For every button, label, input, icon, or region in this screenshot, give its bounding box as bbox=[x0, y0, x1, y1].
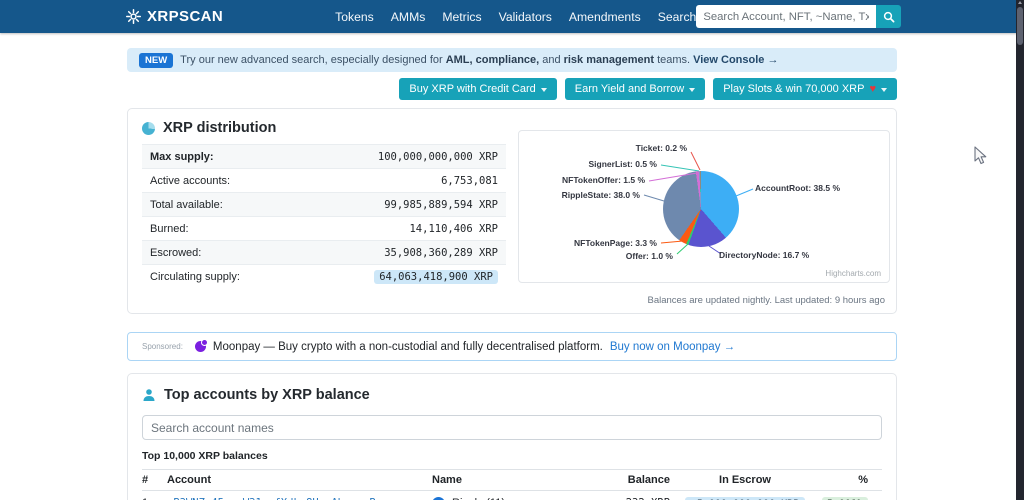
banner-text: Try our new advanced search, especially … bbox=[180, 54, 443, 66]
chevron-down-icon bbox=[541, 88, 547, 92]
promo-actions: Buy XRP with Credit Card Earn Yield and … bbox=[127, 78, 897, 100]
pie-chart-icon bbox=[142, 122, 155, 135]
circulating-supply-badge: 64,063,418,900 XRP bbox=[374, 270, 498, 284]
search-button[interactable] bbox=[876, 5, 901, 28]
brand-logo[interactable]: XRPSCAN bbox=[126, 8, 223, 25]
nav-item-metrics[interactable]: Metrics bbox=[442, 10, 481, 24]
percent-badge: 5.001% bbox=[822, 497, 868, 500]
nav-links: Tokens AMMs Metrics Validators Amendment… bbox=[335, 10, 696, 24]
escrow-badge: +5,000,000,000 XRP bbox=[685, 497, 805, 500]
row-value: 100,000,000,000 XRP bbox=[378, 151, 498, 163]
table-row: Escrowed: 35,908,360,289 XRP bbox=[142, 240, 506, 264]
banner-text: teams. bbox=[657, 54, 690, 66]
banner-bold-aml: AML, compliance, bbox=[446, 54, 540, 66]
top-accounts-title: Top accounts by XRP balance bbox=[164, 387, 370, 403]
col-account[interactable]: Account bbox=[167, 474, 432, 486]
scroll-up-arrow-icon[interactable] bbox=[1018, 1, 1022, 4]
nav-item-amms[interactable]: AMMs bbox=[391, 10, 426, 24]
distribution-pie-panel: Ticket: 0.2 % SignerList: 0.5 % NFTokenO… bbox=[518, 130, 890, 283]
row-label: Total available: bbox=[150, 199, 223, 211]
nav-item-validators[interactable]: Validators bbox=[499, 10, 552, 24]
table-row: Burned: 14,110,406 XRP bbox=[142, 216, 506, 240]
top-accounts-card: Top accounts by XRP balance Top 10,000 X… bbox=[127, 373, 897, 500]
nav-item-search[interactable]: Search bbox=[658, 10, 697, 24]
pie-label-signerlist: SignerList: 0.5 % bbox=[589, 159, 658, 169]
row-value: 99,985,889,594 XRP bbox=[384, 199, 498, 211]
row-value: 14,110,406 XRP bbox=[409, 223, 498, 235]
col-escrow[interactable]: In Escrow bbox=[670, 474, 820, 486]
top-navbar: XRPSCAN Tokens AMMs Metrics Validators A… bbox=[0, 0, 1024, 33]
distribution-title: XRP distribution bbox=[163, 120, 276, 136]
table-row: Circulating supply: 64,063,418,900 XRP bbox=[142, 264, 506, 288]
pie-label-offer: Offer: 1.0 % bbox=[626, 251, 673, 261]
col-balance[interactable]: Balance bbox=[580, 474, 670, 486]
banner-bold-risk: risk management bbox=[564, 54, 654, 66]
col-rank[interactable]: # bbox=[142, 474, 167, 486]
verified-account-badge-icon: ◂ bbox=[432, 497, 445, 500]
pie-label-nftokenoffer: NFTokenOffer: 1.5 % bbox=[562, 175, 645, 185]
moonpay-logo-icon bbox=[195, 341, 206, 352]
play-slots-label: Play Slots & win 70,000 XRP bbox=[723, 83, 864, 95]
scrollbar-thumb[interactable] bbox=[1017, 7, 1023, 45]
top-balances-subtitle: Top 10,000 XRP balances bbox=[142, 450, 882, 462]
balances-updated-note: Balances are updated nightly. Last updat… bbox=[648, 295, 886, 306]
row-value: 35,908,360,289 XRP bbox=[384, 247, 498, 259]
brand-name: XRPSCAN bbox=[147, 8, 223, 25]
buy-xrp-label: Buy XRP with Credit Card bbox=[409, 83, 535, 95]
advanced-search-banner: NEW Try our new advanced search, especia… bbox=[127, 48, 897, 72]
pie-label-nftokenpage: NFTokenPage: 3.3 % bbox=[574, 238, 657, 248]
earn-yield-label: Earn Yield and Borrow bbox=[575, 83, 684, 95]
account-search-input[interactable] bbox=[142, 415, 882, 440]
chevron-down-icon bbox=[689, 88, 695, 92]
sponsored-label: Sponsored: bbox=[142, 342, 183, 351]
highcharts-credit[interactable]: Highcharts.com bbox=[825, 269, 881, 278]
magnifier-icon bbox=[883, 11, 895, 23]
view-console-link[interactable]: View Console → bbox=[693, 54, 778, 66]
play-slots-button[interactable]: Play Slots & win 70,000 XRP ♥ bbox=[713, 78, 897, 100]
table-row: Active accounts: 6,753,081 bbox=[142, 168, 506, 192]
heart-icon: ♥ bbox=[869, 83, 876, 95]
accounts-table-header: # Account Name Balance In Escrow % bbox=[142, 469, 882, 491]
table-row: Total available: 99,985,889,594 XRP bbox=[142, 192, 506, 216]
chevron-down-icon bbox=[881, 88, 887, 92]
table-row: 1 rB3WNZc45gxzW31zxfXdkx8HusAhoqscPn ◂ R… bbox=[142, 491, 882, 500]
row-label: Circulating supply: bbox=[150, 271, 240, 283]
row-value: 6,753,081 bbox=[441, 175, 498, 187]
browser-scrollbar[interactable] bbox=[1016, 0, 1024, 500]
pie-label-ripplestate: RippleState: 38.0 % bbox=[562, 190, 640, 200]
col-percent[interactable]: % bbox=[820, 474, 882, 486]
row-label: Max supply: bbox=[150, 151, 214, 163]
pie-label-accountroot: AccountRoot: 38.5 % bbox=[755, 183, 840, 193]
person-icon bbox=[142, 388, 156, 402]
row-label: Escrowed: bbox=[150, 247, 201, 259]
banner-text: and bbox=[542, 54, 560, 66]
sun-logo-icon bbox=[126, 9, 141, 24]
global-search-input[interactable] bbox=[696, 5, 876, 28]
table-row: Max supply: 100,000,000,000 XRP bbox=[142, 144, 506, 168]
xrp-distribution-card: XRP distribution Max supply: 100,000,000… bbox=[127, 108, 897, 314]
col-name[interactable]: Name bbox=[432, 474, 580, 486]
pie-label-ticket: Ticket: 0.2 % bbox=[636, 143, 687, 153]
sponsor-text: Moonpay — Buy crypto with a non-custodia… bbox=[213, 341, 603, 353]
nav-item-amendments[interactable]: Amendments bbox=[569, 10, 641, 24]
mouse-cursor bbox=[974, 146, 987, 165]
moonpay-link[interactable]: Buy now on Moonpay → bbox=[610, 341, 735, 353]
row-label: Active accounts: bbox=[150, 175, 230, 187]
buy-xrp-button[interactable]: Buy XRP with Credit Card bbox=[399, 78, 556, 100]
earn-yield-button[interactable]: Earn Yield and Borrow bbox=[565, 78, 705, 100]
pie-connector-lines bbox=[519, 131, 891, 284]
sponsor-banner: Sponsored: Moonpay — Buy crypto with a n… bbox=[127, 332, 897, 361]
row-label: Burned: bbox=[150, 223, 189, 235]
new-badge: NEW bbox=[139, 53, 173, 68]
pie-label-directorynode: DirectoryNode: 16.7 % bbox=[719, 250, 809, 260]
nav-item-tokens[interactable]: Tokens bbox=[335, 10, 374, 24]
distribution-table: Max supply: 100,000,000,000 XRP Active a… bbox=[142, 144, 506, 288]
